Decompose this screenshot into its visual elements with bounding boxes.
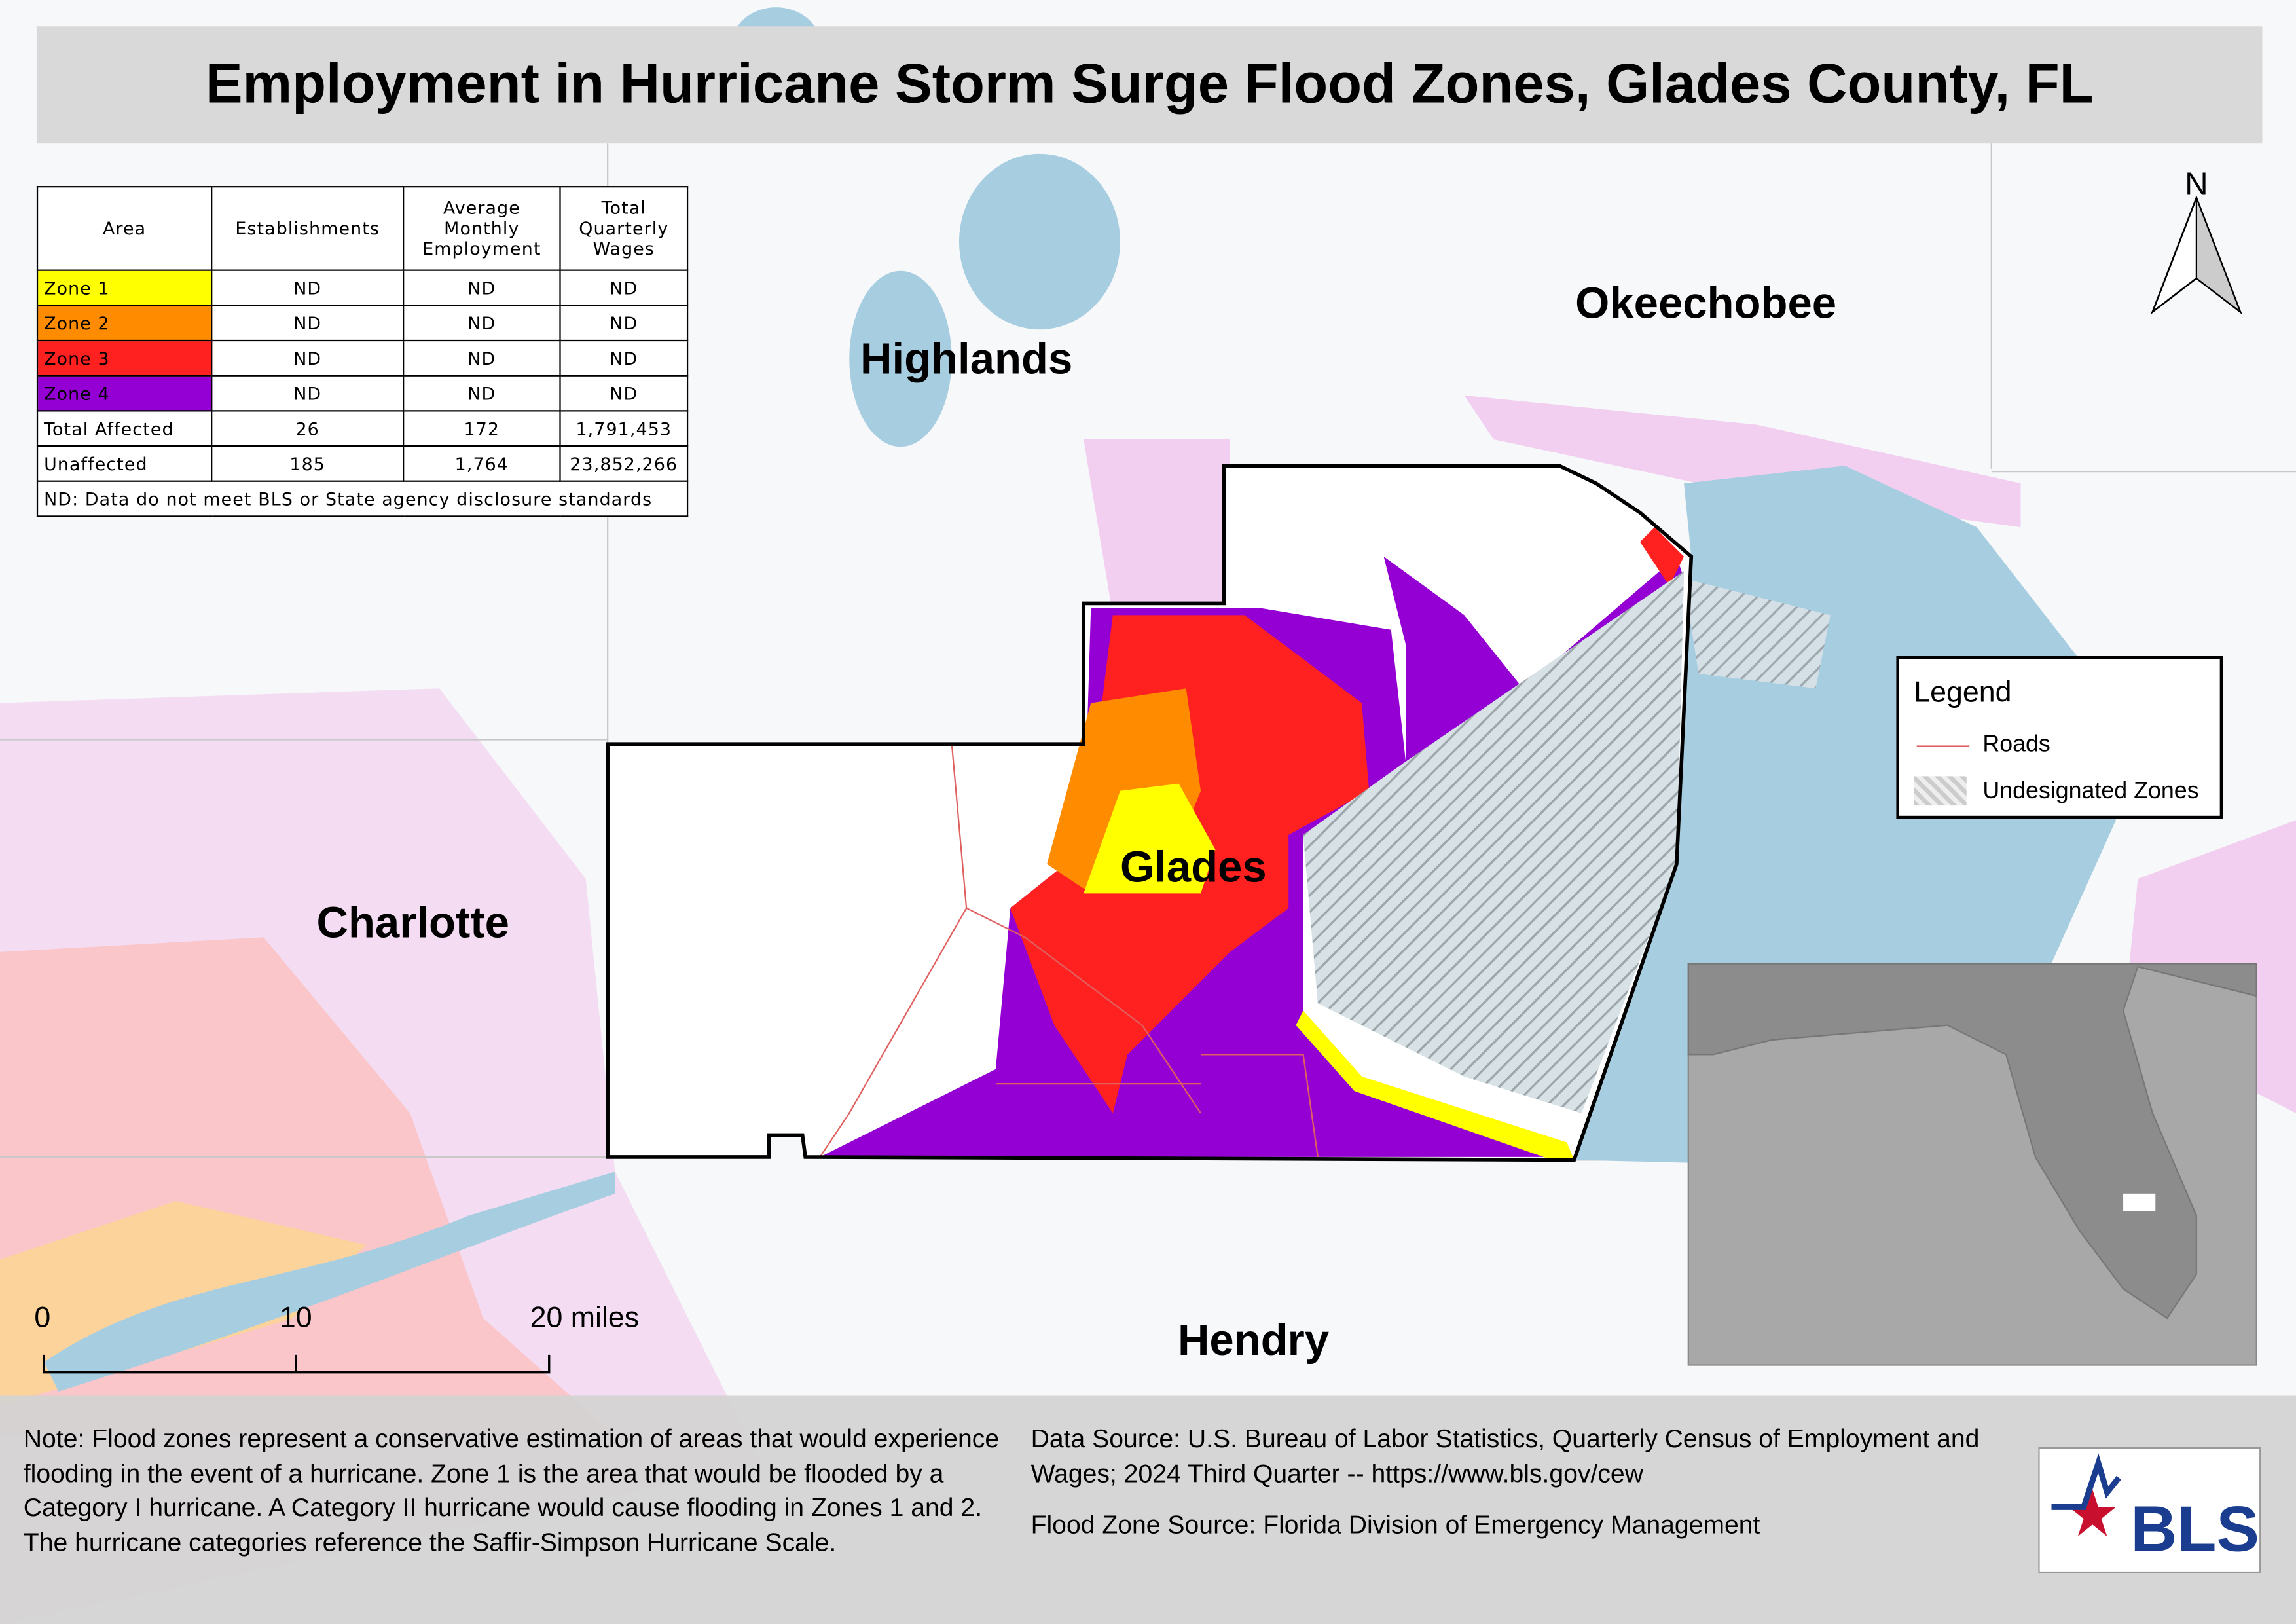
logo-star [2069,1489,2116,1537]
legend: Legend Roads Undesignated Zones [1896,655,2223,819]
lake [958,153,1120,330]
logo-text: BLS [2130,1494,2260,1566]
county-label: Okeechobee [1575,278,1836,327]
value-cell: ND [403,269,561,306]
flood-zone-1 [1084,783,1216,894]
table-header-row: Area Establishments Average Monthly Employ… [36,186,689,271]
legend-title: Legend [1914,676,2012,709]
scale-bar: 0 10 20 miles [34,1301,640,1374]
logo-graphic [2051,1453,2121,1537]
flood-source: Flood Zone Source: Florida Division of E… [1030,1509,1760,1540]
roads [819,744,1319,1158]
north-arrow: N [2150,166,2242,315]
title: Employment in Hurricane Storm Surge Floo… [36,26,2263,144]
table-row: Unaffected 185 1,764 23,852,266 [36,445,689,482]
notes-panel: Note: Flood zones represent a conservati… [0,1395,2296,1624]
undesignated-zone [1303,571,1685,1113]
scale-label: 10 [280,1301,312,1333]
value-cell: ND [559,304,689,342]
table-row: Zone 2 ND ND ND [36,304,689,342]
county-label: Hendry [1178,1316,1329,1365]
data-table: Area Establishments Average Monthly Employ… [36,186,689,517]
glades-outline [606,464,1694,1162]
value-cell: 23,852,266 [559,445,689,482]
legend-swatch [1916,745,1970,747]
value-cell: ND [559,269,689,306]
flood-zone-3 [1639,527,1685,586]
county-label: Charlotte [317,898,509,947]
value-cell: ND [559,339,689,377]
area-cell: Zone 1 [36,269,213,306]
value-cell: 26 [211,410,405,447]
scale-bar-line [43,1354,551,1374]
area-cell: Zone 4 [36,375,213,412]
table-footnote: ND: Data do not meet BLS or State agency… [36,480,689,517]
table-header: Area [36,186,213,271]
value-cell: 185 [211,445,405,482]
value-cell: 1,791,453 [559,410,689,447]
county-label: Highlands [860,334,1072,383]
value-cell: 172 [403,410,561,447]
value-cell: ND [211,339,405,377]
data-source: Data Source: U.S. Bureau of Labor Statis… [1030,1423,1980,1488]
value-cell: ND [211,304,405,342]
area-cell: Unaffected [36,445,213,482]
table-row: Zone 1 ND ND ND [36,269,689,306]
legend-item: Undesignated Zones [1982,779,2199,804]
table-row: Zone 3 ND ND ND [36,339,689,377]
table-header: Total Quarterly Wages [559,186,689,271]
bls-logo: BLS [2038,1447,2261,1574]
inset-glades [2123,1193,2156,1211]
table-header: Average Monthly Employment [403,186,561,271]
value-cell: ND [211,375,405,412]
flood-zone-1 [1296,1010,1575,1160]
value-cell: ND [559,375,689,412]
legend-swatch [1914,776,1967,806]
flood-zone-4 [1383,556,1685,762]
value-cell: ND [403,304,561,342]
table-footnote-row: ND: Data do not meet BLS or State agency… [36,480,689,517]
table-header: Establishments [211,186,405,271]
north-arrow-shade [2195,197,2242,314]
table-row: Zone 4 ND ND ND [36,375,689,412]
value-cell: ND [403,339,561,377]
inset-land [1687,963,2257,1320]
value-cell: ND [403,375,561,412]
county-label: Glades [1120,842,1267,891]
north-label: N [2185,166,2208,202]
area-cell: Total Affected [36,410,213,447]
logo-line [2051,1453,2121,1510]
value-cell: 1,764 [403,445,561,482]
neighbor-zone [1084,439,1230,616]
lake [849,270,952,447]
area-cell: Zone 2 [36,304,213,342]
river [44,1172,615,1392]
scale-label: 0 [34,1301,50,1333]
inset-map [1687,963,2257,1366]
table-row: Total Affected 26 172 1,791,453 [36,410,689,447]
scale-label: 20 miles [530,1301,640,1333]
value-cell: ND [211,269,405,306]
note: Note: Flood zones represent a conservati… [23,1423,1000,1557]
area-cell: Zone 3 [36,339,213,377]
legend-item: Roads [1982,732,2050,758]
